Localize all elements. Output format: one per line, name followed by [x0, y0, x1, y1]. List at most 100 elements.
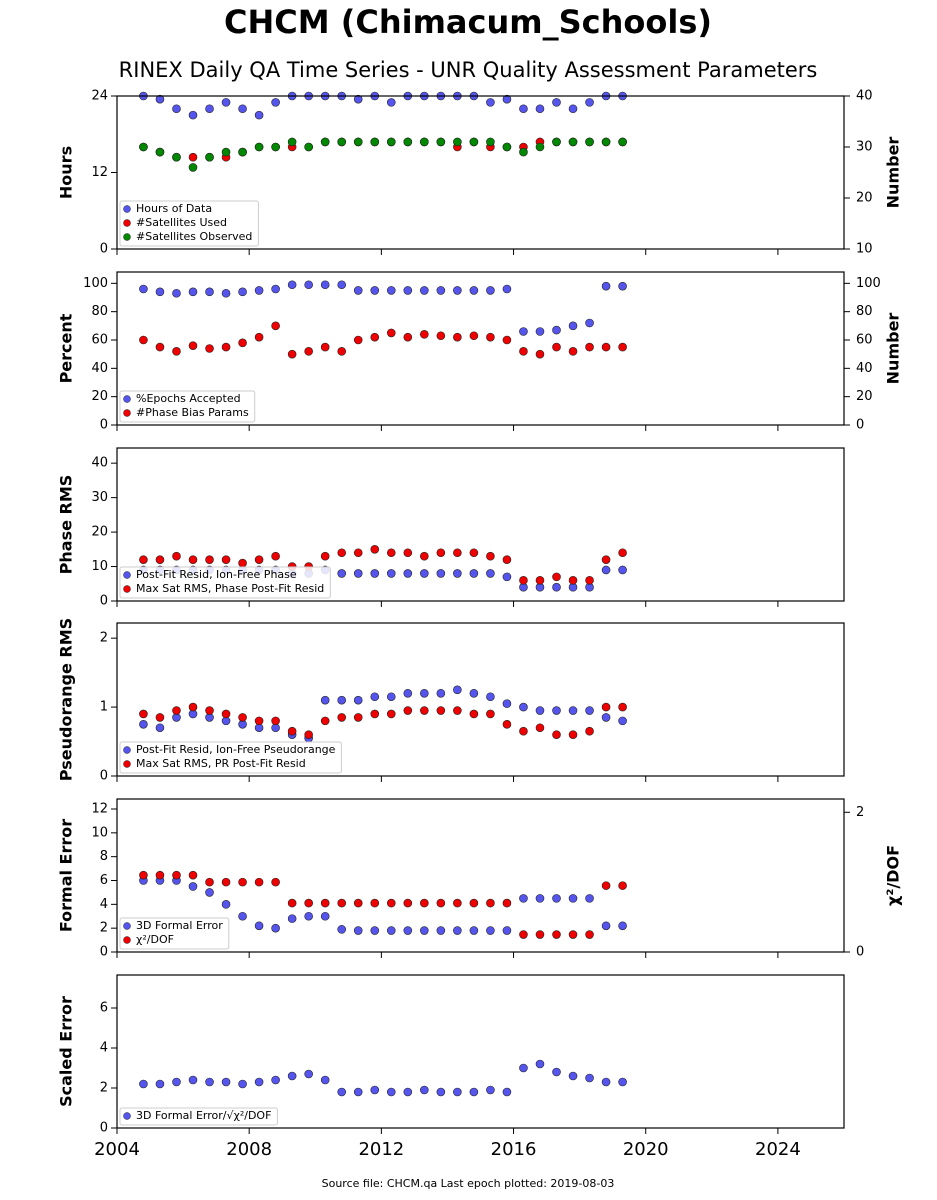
point: [304, 911, 313, 921]
legend-box: [119, 741, 342, 774]
point: [502, 142, 512, 152]
point: [337, 925, 347, 934]
point: [139, 870, 148, 880]
point: [568, 706, 578, 715]
point: [337, 713, 347, 722]
point: [535, 723, 545, 733]
point: [535, 327, 545, 336]
point: [453, 1087, 462, 1097]
point: [386, 286, 396, 295]
point: [221, 98, 231, 107]
point: [486, 692, 495, 702]
point: [519, 147, 528, 157]
y-tick-label: 24: [91, 89, 108, 104]
point: [502, 898, 512, 908]
point: [370, 1085, 380, 1095]
point: [552, 582, 561, 592]
point: [287, 280, 297, 290]
y-tick-label: 12: [91, 802, 108, 817]
point: [386, 569, 396, 578]
y-tick-label: 6: [100, 873, 108, 888]
y-tick-label: 4: [100, 1041, 108, 1056]
point: [205, 344, 214, 353]
point: [420, 286, 429, 295]
point: [420, 137, 429, 147]
point: [486, 926, 495, 935]
point: [618, 702, 627, 712]
point: [139, 142, 148, 152]
y2-tick-label: 40: [856, 361, 873, 376]
point: [287, 914, 297, 923]
legend-marker: [123, 585, 131, 593]
point: [469, 709, 479, 719]
y-tick-label: 6: [100, 1001, 108, 1016]
point: [188, 1075, 198, 1085]
point: [420, 1085, 429, 1095]
point: [320, 280, 330, 290]
y-tick-label: 2: [100, 921, 108, 936]
point: [320, 1075, 330, 1085]
y2-tick-label: 60: [856, 333, 873, 348]
y2-axis-label: Number: [884, 137, 903, 209]
point: [205, 877, 214, 887]
point: [502, 335, 512, 345]
point: [436, 331, 446, 341]
point: [320, 898, 330, 908]
point: [519, 726, 528, 736]
point: [403, 926, 413, 935]
point: [370, 709, 380, 719]
y-tick-label: 0: [100, 418, 108, 433]
point: [552, 572, 561, 582]
point: [552, 137, 561, 147]
legend-label: Max Sat RMS, Phase Post-Fit Resid: [136, 582, 324, 595]
point: [155, 555, 165, 564]
legend-marker: [123, 746, 131, 754]
point: [618, 921, 627, 931]
point: [436, 569, 446, 578]
point: [552, 325, 561, 335]
point: [453, 706, 462, 715]
point: [386, 926, 396, 935]
point: [221, 342, 231, 352]
point: [238, 877, 247, 887]
point: [155, 723, 165, 733]
point: [353, 548, 363, 558]
point: [238, 558, 247, 568]
point: [271, 716, 280, 726]
point: [535, 930, 545, 939]
legend-label: #Satellites Observed: [136, 230, 252, 243]
point: [320, 911, 330, 921]
y-tick-label: 10: [91, 559, 108, 574]
legend-label: Post-Fit Resid, Ion-Free Pseudorange: [136, 743, 336, 756]
point: [552, 98, 561, 107]
point: [601, 137, 611, 147]
point: [453, 332, 462, 342]
point: [205, 287, 214, 297]
point: [601, 342, 611, 352]
point: [519, 894, 528, 903]
point: [304, 1069, 313, 1079]
point: [238, 104, 247, 114]
y2-tick-label: 2: [856, 805, 864, 820]
panel: 0 20 40 60 80 100 0 20 40 60 80 100 Percent Number %Ep…: [57, 271, 903, 433]
y-tick-label: 1: [100, 700, 108, 715]
y-axis-label: Percent: [57, 313, 76, 383]
y-tick-label: 100: [83, 276, 108, 291]
y2-tick-label: 10: [856, 242, 873, 257]
y-tick-label: 30: [91, 490, 108, 505]
point: [221, 1077, 231, 1087]
point: [535, 104, 545, 114]
legend-box: [119, 1107, 278, 1126]
point: [486, 98, 495, 107]
point: [618, 342, 627, 352]
point: [353, 286, 363, 295]
point: [205, 152, 214, 162]
point: [139, 1079, 148, 1089]
x-tick-label: 2024: [755, 1139, 801, 1160]
point: [386, 137, 396, 147]
point: [519, 702, 528, 712]
point: [453, 569, 462, 578]
point: [618, 565, 627, 575]
point: [139, 720, 148, 729]
legend-label: Post-Fit Resid, Ion-Free Phase: [136, 568, 297, 581]
